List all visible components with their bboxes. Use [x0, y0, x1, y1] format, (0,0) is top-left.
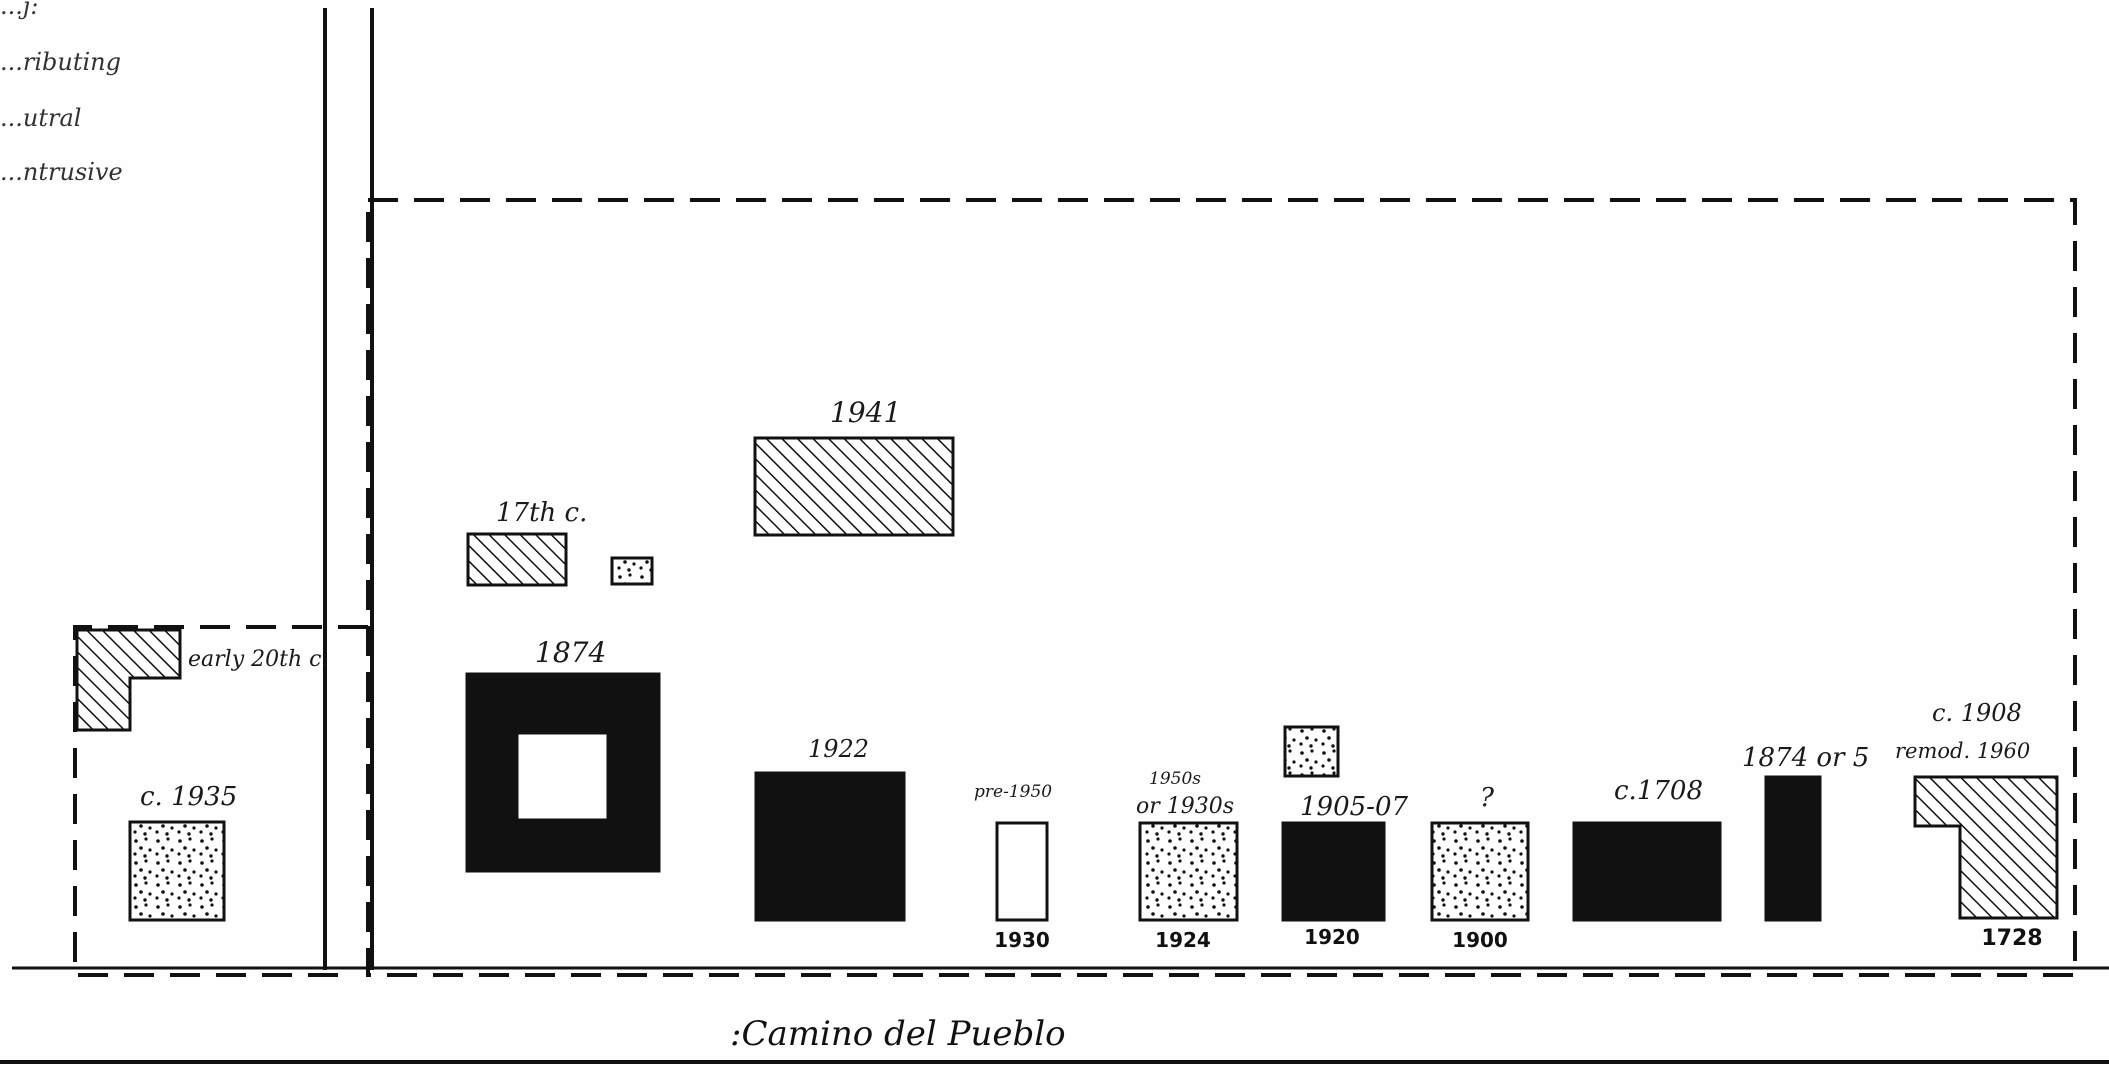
- label-17th: 17th c.: [496, 498, 587, 528]
- label-1950s-line1: 1950s: [1149, 769, 1201, 789]
- label-pre1950: pre-1950: [974, 782, 1052, 802]
- label-1922: 1922: [808, 735, 869, 763]
- parcel-lines: [0, 8, 2109, 1064]
- label-c1908-line2: remod. 1960: [1895, 739, 2030, 763]
- building-1950s[interactable]: [1138, 821, 1239, 922]
- label-c1708: c.1708: [1614, 776, 1703, 806]
- street-name: :Camino del Pueblo: [730, 1014, 1066, 1054]
- legend-item: ...j:: [0, 0, 38, 20]
- legend-item: ...ributing: [0, 48, 121, 76]
- legend: ...j: ...ributing ...utral ...ntrusive: [0, 0, 123, 186]
- boundary-left: [73, 625, 368, 977]
- address-1920: 1920: [1304, 925, 1360, 949]
- address-1900: 1900: [1452, 928, 1508, 952]
- building-labels: early 20th c. c. 1935 17th c. 1941 1874 …: [140, 396, 2030, 822]
- legend-item: ...ntrusive: [0, 158, 123, 186]
- building-1874or5[interactable]: [1764, 775, 1822, 922]
- label-1874or5: 1874 or 5: [1742, 743, 1869, 773]
- buildings: [75, 436, 2059, 922]
- building-early20[interactable]: [75, 628, 182, 732]
- label-1941: 1941: [830, 396, 901, 429]
- label-c1935: c. 1935: [140, 782, 237, 812]
- building-unknown[interactable]: [1430, 821, 1530, 922]
- address-numbers: 1930 1924 1920 1900 1728: [994, 925, 2042, 952]
- building-small-stipple[interactable]: [610, 556, 654, 586]
- district-boundary: [73, 198, 2077, 977]
- building-1941[interactable]: [753, 436, 955, 537]
- label-c1908-line1: c. 1908: [1932, 699, 2022, 727]
- building-c1935[interactable]: [128, 820, 226, 922]
- building-c1708[interactable]: [1572, 821, 1722, 922]
- building-c1908[interactable]: [1913, 775, 2059, 920]
- address-1728: 1728: [1981, 926, 2042, 951]
- building-1874[interactable]: [465, 672, 661, 873]
- address-1930: 1930: [994, 928, 1050, 952]
- label-1874: 1874: [535, 636, 606, 669]
- label-1905: 1905-07: [1300, 792, 1408, 822]
- address-1924: 1924: [1155, 928, 1211, 952]
- label-early20: early 20th c.: [188, 647, 328, 672]
- label-unknown: ?: [1480, 783, 1495, 813]
- building-pre1950[interactable]: [995, 821, 1049, 922]
- building-17th[interactable]: [466, 532, 568, 587]
- building-upper-stipple[interactable]: [1283, 725, 1340, 778]
- label-1950s-line2: or 1930s: [1136, 794, 1234, 819]
- building-1905[interactable]: [1281, 821, 1386, 922]
- legend-item: ...utral: [0, 104, 81, 132]
- building-1922[interactable]: [754, 771, 906, 922]
